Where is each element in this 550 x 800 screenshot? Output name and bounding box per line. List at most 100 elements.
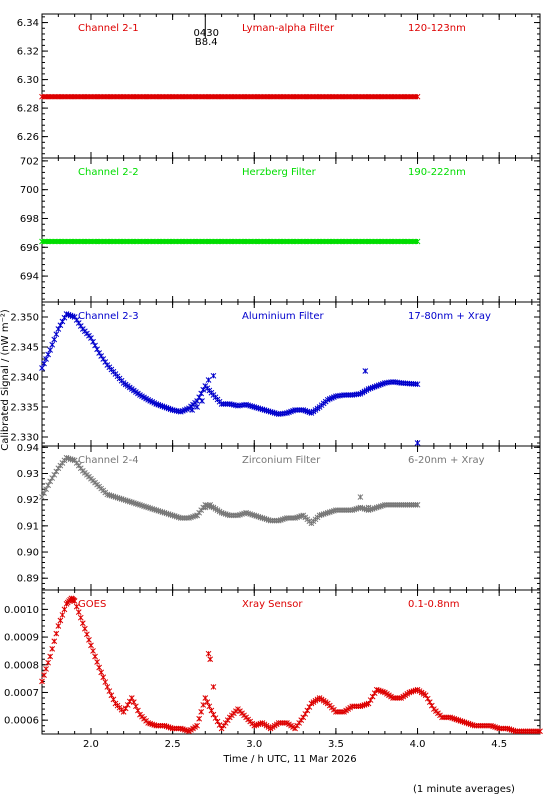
data-point <box>414 93 421 100</box>
panel-label: Aluminium Filter <box>242 311 325 322</box>
panel-label: Channel 2-3 <box>78 311 139 322</box>
data-point <box>61 606 68 613</box>
y-tick-label: 0.94 <box>17 443 39 454</box>
data-point <box>77 614 84 621</box>
y-tick-label: 0.0009 <box>4 633 39 644</box>
y-tick-label: 0.93 <box>17 469 39 480</box>
y-tick-label: 6.28 <box>17 104 39 115</box>
data-point <box>57 617 64 624</box>
data-point <box>73 603 80 610</box>
panel-label: Lyman-alpha Filter <box>242 23 335 34</box>
x-tick-label: 2.0 <box>83 739 99 750</box>
panel-label: Channel 2-2 <box>78 167 139 178</box>
data-point <box>362 368 369 374</box>
data-point <box>210 372 217 379</box>
data-point <box>41 672 47 679</box>
y-tick-label: 2.350 <box>10 313 39 324</box>
data-point <box>365 504 372 511</box>
data-point <box>194 512 200 519</box>
y-tick-label: 2.345 <box>10 343 39 354</box>
marker-label-class: B8.4 <box>195 37 218 48</box>
data-point <box>86 636 92 643</box>
x-tick-label: 4.0 <box>410 739 426 750</box>
data-point <box>43 666 49 672</box>
panel-label: GOES <box>78 599 106 610</box>
data-point <box>210 684 217 690</box>
x-tick-label: 3.0 <box>246 739 262 750</box>
y-tick-label: 6.34 <box>17 18 39 29</box>
marker-annotation: 0430 B8.4 <box>194 14 219 48</box>
data-point <box>100 674 107 681</box>
panel-label: Channel 2-4 <box>78 455 139 466</box>
data-point <box>207 502 214 508</box>
y-axis-title: Calibrated Signal / (nW m⁻²) <box>0 309 11 451</box>
y-tick-label: 0.0010 <box>4 605 39 616</box>
y-tick-label: 6.30 <box>17 75 39 86</box>
data-point <box>199 398 205 404</box>
panel-4: 0.89 0.90 0.91 0.92 0.93 0.94 Channel 2-4 Zirco… <box>17 443 541 591</box>
panel-3: 2.330 2.335 2.340 2.345 2.350 Channel 2-3 Alum… <box>10 301 541 447</box>
panel-2: 694 696 698 700 702 Channel 2-2 Herzberg Filte… <box>20 156 541 303</box>
data-point <box>47 347 54 353</box>
data-point <box>71 598 78 604</box>
x-tick-label: 3.5 <box>328 739 344 750</box>
data-point <box>202 504 209 511</box>
y-tick-label: 0.91 <box>17 521 39 532</box>
panel-frame <box>41 157 541 303</box>
data-point <box>43 356 49 362</box>
y-tick-label: 0.0008 <box>4 660 39 671</box>
panel-1: 6.26 6.28 6.30 6.32 6.34 Channel 2-1 Lyman-alp… <box>17 13 541 159</box>
footnote: (1 minute averages) <box>413 784 515 795</box>
data-point <box>205 377 212 383</box>
data-point <box>194 404 200 410</box>
panel-label: 190-222nm <box>408 167 466 178</box>
y-tick-label: 2.340 <box>10 373 39 384</box>
panel-frame <box>41 589 541 735</box>
data-point <box>414 238 421 245</box>
data-point <box>189 407 196 413</box>
data-point <box>198 708 205 715</box>
data-point <box>39 365 45 371</box>
data-point <box>200 702 207 708</box>
data-point <box>205 650 212 657</box>
data-point <box>84 631 90 638</box>
panel-label: 6-20nm + Xray <box>408 455 485 466</box>
y-tick-label: 6.26 <box>17 132 39 143</box>
panel-label: 17-80nm + Xray <box>408 311 491 322</box>
panel-frame <box>41 13 541 159</box>
panel-label: 120-123nm <box>408 23 466 34</box>
data-point <box>53 630 60 637</box>
x-axis-title: Time / h UTC, 11 Mar 2026 <box>222 754 356 765</box>
data-point <box>45 659 51 666</box>
data-point <box>82 625 88 632</box>
y-tick-label: 0.90 <box>17 548 39 559</box>
y-tick-label: 702 <box>20 156 39 167</box>
data-point <box>94 659 100 665</box>
panel-label: 0.1-0.8nm <box>408 599 460 610</box>
x-tick-label: 4.5 <box>491 739 507 750</box>
data-point <box>55 623 62 629</box>
data-point <box>357 494 364 500</box>
marker-label-time: 0430 <box>194 28 219 39</box>
y-tick-label: 698 <box>20 214 39 225</box>
y-tick-label: 0.0006 <box>4 716 39 727</box>
y-tick-label: 2.330 <box>10 433 39 444</box>
data-point <box>51 638 58 645</box>
panel-label: Herzberg Filter <box>242 167 317 178</box>
data-point <box>39 678 45 685</box>
data-point <box>59 612 66 618</box>
data-point <box>47 653 54 660</box>
y-tick-label: 6.32 <box>17 47 39 58</box>
y-tick-label: 0.0007 <box>4 688 39 699</box>
y-tick-label: 694 <box>20 272 39 283</box>
panel-label: Zirconium Filter <box>242 455 321 466</box>
data-point <box>414 381 421 388</box>
panel-label: Xray Sensor <box>242 599 303 610</box>
data-point <box>53 331 60 338</box>
data-point <box>196 715 203 722</box>
data-point <box>92 653 98 660</box>
data-point <box>537 728 543 735</box>
data-point <box>41 360 47 367</box>
data-point <box>75 609 82 616</box>
